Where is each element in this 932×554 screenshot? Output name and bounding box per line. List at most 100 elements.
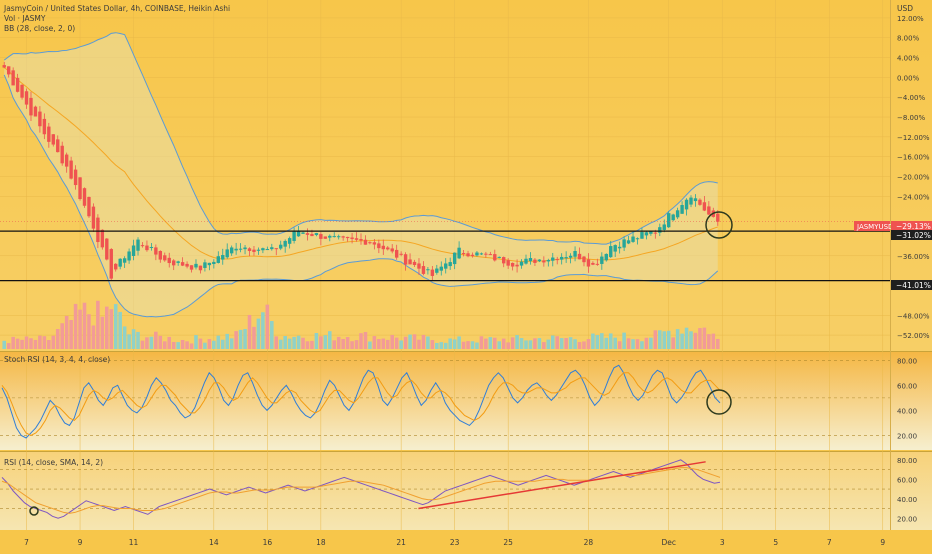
candle-body[interactable] xyxy=(689,197,693,205)
candle-body[interactable] xyxy=(127,251,131,261)
candle-body[interactable] xyxy=(287,238,292,244)
candle-body[interactable] xyxy=(229,247,234,254)
candle-body[interactable] xyxy=(564,257,568,259)
candle-body[interactable] xyxy=(47,126,51,142)
candle-body[interactable] xyxy=(301,232,305,234)
candle-body[interactable] xyxy=(381,245,385,250)
candle-body[interactable] xyxy=(216,256,220,263)
candle-body[interactable] xyxy=(479,253,484,255)
candle-body[interactable] xyxy=(403,254,408,265)
candle-body[interactable] xyxy=(502,257,506,264)
line1-price-tag[interactable]: −31.02% xyxy=(891,230,932,240)
candle-body[interactable] xyxy=(591,262,595,265)
rsi-trendline[interactable] xyxy=(418,461,706,510)
candle-body[interactable] xyxy=(60,145,64,164)
candle-body[interactable] xyxy=(658,227,662,233)
candle-body[interactable] xyxy=(131,245,136,256)
candle-body[interactable] xyxy=(158,250,163,260)
candle-body[interactable] xyxy=(319,234,323,239)
candle-body[interactable] xyxy=(56,139,60,153)
candle-body[interactable] xyxy=(662,224,666,230)
candle-body[interactable] xyxy=(15,77,20,92)
candle-body[interactable] xyxy=(595,263,600,265)
candle-body[interactable] xyxy=(368,242,372,244)
candle-body[interactable] xyxy=(537,259,542,262)
candle-body[interactable] xyxy=(386,247,390,250)
candle-body[interactable] xyxy=(328,235,332,238)
candle-body[interactable] xyxy=(109,249,113,279)
last-price-tag[interactable]: −29.13% xyxy=(891,221,932,231)
candle-body[interactable] xyxy=(644,232,649,236)
candle-body[interactable] xyxy=(100,229,105,248)
candle-body[interactable] xyxy=(203,262,207,268)
candle-body[interactable] xyxy=(435,268,439,273)
candle-body[interactable] xyxy=(524,258,528,264)
candle-body[interactable] xyxy=(78,177,82,200)
candle-body[interactable] xyxy=(515,264,519,267)
candle-body[interactable] xyxy=(42,118,47,135)
candle-body[interactable] xyxy=(122,258,127,263)
candle-body[interactable] xyxy=(461,253,466,255)
candle-body[interactable] xyxy=(466,253,470,257)
candle-body[interactable] xyxy=(684,199,689,210)
candle-body[interactable] xyxy=(221,255,225,260)
candle-body[interactable] xyxy=(167,257,171,264)
candle-body[interactable] xyxy=(693,198,698,202)
candle-body[interactable] xyxy=(145,245,149,251)
candle-body[interactable] xyxy=(609,246,613,258)
candle-body[interactable] xyxy=(484,253,488,255)
candle-body[interactable] xyxy=(577,253,582,260)
candle-body[interactable] xyxy=(707,206,711,215)
candle-body[interactable] xyxy=(180,262,185,266)
candle-body[interactable] xyxy=(617,246,622,249)
candle-body[interactable] xyxy=(234,248,238,251)
candle-body[interactable] xyxy=(363,239,368,245)
candle-body[interactable] xyxy=(292,231,296,241)
candle-body[interactable] xyxy=(626,240,631,244)
candle-body[interactable] xyxy=(635,238,640,240)
candle-body[interactable] xyxy=(114,263,118,270)
candle-body[interactable] xyxy=(154,247,158,255)
candle-body[interactable] xyxy=(622,239,626,248)
candle-body[interactable] xyxy=(194,263,198,268)
candle-body[interactable] xyxy=(136,239,140,251)
candle-body[interactable] xyxy=(247,248,252,251)
candle-body[interactable] xyxy=(390,248,394,252)
candle-body[interactable] xyxy=(452,252,457,265)
candles[interactable] xyxy=(2,61,720,282)
candle-body[interactable] xyxy=(243,247,247,250)
candle-body[interactable] xyxy=(51,134,55,145)
candle-body[interactable] xyxy=(671,214,675,221)
candle-body[interactable] xyxy=(421,266,426,274)
candle-body[interactable] xyxy=(555,259,559,261)
candle-body[interactable] xyxy=(457,247,461,259)
candle-body[interactable] xyxy=(212,261,216,264)
candle-body[interactable] xyxy=(680,205,684,214)
candle-body[interactable] xyxy=(24,91,29,105)
candle-body[interactable] xyxy=(426,269,430,271)
candle-body[interactable] xyxy=(279,244,283,249)
candle-body[interactable] xyxy=(11,70,15,86)
candle-body[interactable] xyxy=(354,238,359,240)
candle-body[interactable] xyxy=(613,245,617,252)
candle-body[interactable] xyxy=(702,202,707,211)
candle-body[interactable] xyxy=(64,154,69,167)
candle-body[interactable] xyxy=(176,261,180,263)
candle-body[interactable] xyxy=(372,242,377,245)
candle-body[interactable] xyxy=(33,106,38,117)
candle-body[interactable] xyxy=(528,258,533,262)
candle-body[interactable] xyxy=(314,233,319,236)
candle-body[interactable] xyxy=(506,260,510,266)
candle-body[interactable] xyxy=(412,261,417,266)
symbol-tag[interactable]: JASMYUSD xyxy=(854,221,893,231)
candle-body[interactable] xyxy=(716,213,720,222)
candle-body[interactable] xyxy=(270,247,274,250)
candle-body[interactable] xyxy=(118,258,122,267)
candle-body[interactable] xyxy=(475,252,479,256)
candle-body[interactable] xyxy=(82,188,87,206)
candle-body[interactable] xyxy=(586,259,591,267)
candle-body[interactable] xyxy=(252,249,256,252)
candle-body[interactable] xyxy=(542,260,546,263)
candle-body[interactable] xyxy=(87,196,91,217)
candle-body[interactable] xyxy=(600,256,604,264)
